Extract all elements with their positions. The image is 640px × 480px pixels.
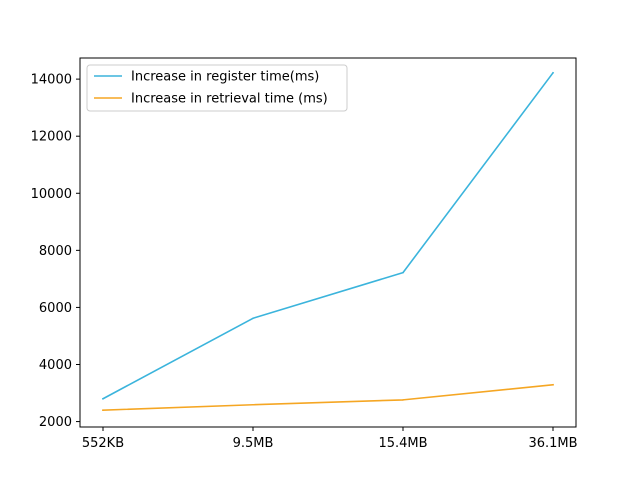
y-axis: 2000 4000 6000 8000 10000 12000 14000 (31, 73, 80, 430)
legend-label-1: Increase in retrieval time (ms) (131, 92, 328, 107)
series-0-point-0 (102, 397, 104, 400)
series-1-point-3 (552, 383, 554, 386)
y-tick-label: 8000 (39, 244, 72, 259)
y-tick-label: 4000 (39, 358, 72, 373)
x-tick-label: 552KB (82, 436, 124, 451)
series-1-point-0 (102, 409, 104, 411)
series-line-0 (101, 71, 555, 400)
series-1-point-2 (402, 399, 404, 401)
series-layer (101, 71, 555, 411)
y-tick-label: 14000 (31, 73, 72, 88)
series-0-point-2 (402, 271, 404, 274)
legend: Increase in register time(ms) Increase in… (86, 64, 348, 112)
plot-area (80, 58, 576, 427)
y-tick-label: 10000 (31, 187, 72, 202)
plot-frame (79, 57, 577, 428)
x-tick-label: 36.1MB (528, 436, 577, 451)
series-0-point-3 (552, 72, 554, 74)
series-1-point-1 (252, 403, 254, 406)
y-tick-label: 2000 (39, 415, 72, 430)
x-axis: 552KB 9.5MB 15.4MB 36.1MB (82, 427, 578, 451)
x-tick-label: 9.5MB (233, 436, 274, 451)
series-line-1 (102, 383, 554, 411)
x-tick-label: 15.4MB (378, 436, 427, 451)
legend-box (86, 64, 348, 112)
legend-label-0: Increase in register time(ms) (131, 70, 319, 85)
y-tick-label: 12000 (31, 130, 72, 145)
y-tick-label: 6000 (39, 301, 72, 316)
axes-layer (79, 57, 577, 428)
series-0-point-1 (252, 317, 254, 320)
